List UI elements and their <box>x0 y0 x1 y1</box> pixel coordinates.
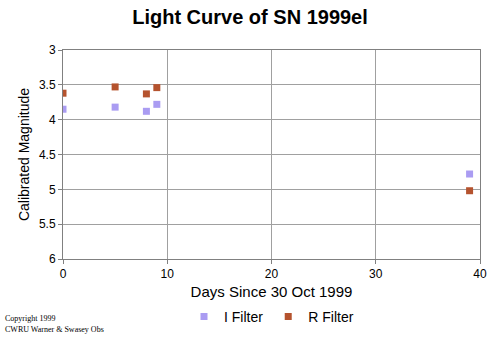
svg-text:4: 4 <box>49 113 56 127</box>
svg-text:5.5: 5.5 <box>39 217 56 231</box>
svg-text:5: 5 <box>49 183 56 197</box>
svg-text:10: 10 <box>161 267 175 281</box>
svg-text:6: 6 <box>49 252 56 266</box>
svg-text:Days Since 30 Oct 1999: Days Since 30 Oct 1999 <box>191 283 353 300</box>
svg-text:R Filter: R Filter <box>308 309 353 325</box>
svg-text:3.5: 3.5 <box>39 78 56 92</box>
svg-text:40: 40 <box>473 267 487 281</box>
svg-text:30: 30 <box>369 267 383 281</box>
svg-text:Light Curve of SN 1999el: Light Curve of SN 1999el <box>132 6 368 28</box>
svg-text:4.5: 4.5 <box>39 148 56 162</box>
svg-text:I Filter: I Filter <box>224 309 263 325</box>
svg-text:Calibrated Magnitude: Calibrated Magnitude <box>16 88 32 221</box>
svg-text:CWRU Warner & Swasey Obs: CWRU Warner & Swasey Obs <box>5 325 104 334</box>
svg-text:0: 0 <box>60 267 67 281</box>
svg-text:Copyright 1999: Copyright 1999 <box>5 314 55 323</box>
svg-text:3: 3 <box>49 43 56 57</box>
svg-text:20: 20 <box>265 267 279 281</box>
